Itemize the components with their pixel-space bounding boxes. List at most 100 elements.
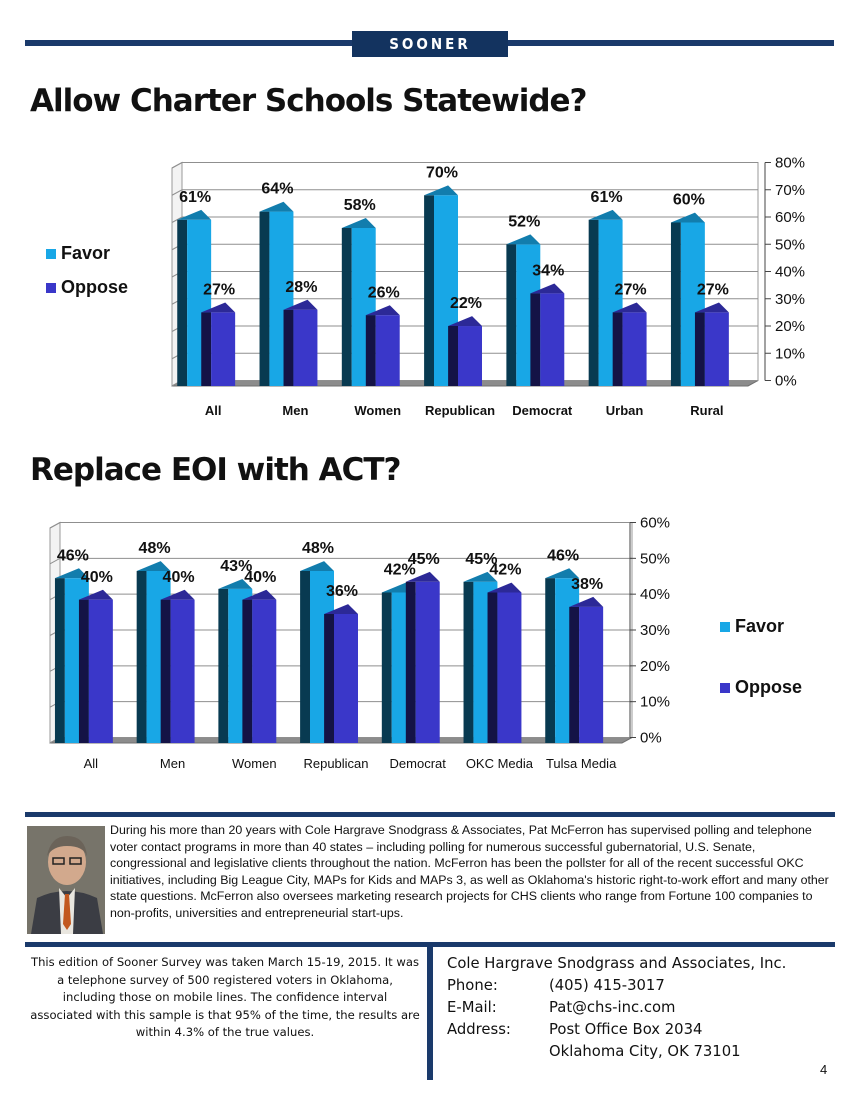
- footer-divider: [427, 947, 433, 1080]
- bar-oppose: [334, 614, 358, 743]
- category-label: Women: [232, 756, 277, 771]
- y-tick-label: 50%: [775, 236, 805, 253]
- data-label-favor: 46%: [57, 547, 89, 564]
- bar-oppose: [704, 312, 729, 386]
- bar-top-favor: [670, 212, 705, 223]
- email-label: E-Mail:: [447, 999, 497, 1016]
- bar-top-favor: [54, 568, 89, 579]
- bar-top-favor: [177, 209, 212, 220]
- gridline: [49, 557, 632, 565]
- data-label-favor: 45%: [465, 551, 497, 568]
- data-label-oppose: 45%: [408, 551, 440, 568]
- bar-side-oppose: [448, 326, 458, 386]
- data-label-favor: 60%: [673, 192, 705, 209]
- header-rule-left: [25, 40, 352, 46]
- data-label-oppose: 26%: [368, 284, 400, 301]
- data-label-favor: 58%: [344, 197, 376, 214]
- y-tick-label: 20%: [640, 658, 670, 675]
- data-label-favor: 48%: [139, 540, 171, 557]
- bar-top-oppose: [160, 589, 195, 600]
- data-label-favor: 43%: [220, 558, 252, 575]
- bar-oppose: [88, 599, 113, 743]
- bar-top-oppose: [612, 302, 647, 313]
- bar-top-oppose: [242, 589, 277, 600]
- bar-top-favor: [136, 561, 171, 571]
- data-label-favor: 48%: [302, 540, 334, 557]
- data-label-favor: 61%: [179, 189, 211, 206]
- legend-label-oppose: Oppose: [61, 277, 128, 297]
- bar-side-oppose: [487, 592, 498, 743]
- legend-swatch-favor: [720, 622, 730, 632]
- data-label-oppose: 34%: [532, 262, 564, 279]
- bar-side-favor: [300, 571, 310, 743]
- bar-side-oppose: [530, 293, 541, 386]
- bar-side-favor: [177, 219, 188, 386]
- category-label: Tulsa Media: [546, 756, 617, 771]
- bar-top-favor: [341, 218, 376, 228]
- phone-value: (405) 415-3017: [549, 977, 665, 994]
- bar-top-oppose: [694, 302, 729, 313]
- bar-oppose: [497, 592, 522, 743]
- category-label: OKC Media: [466, 756, 534, 771]
- bar-top-oppose: [365, 305, 400, 316]
- address-line1: Post Office Box 2034: [549, 1021, 703, 1038]
- brand-banner: SOONER SURVEY: [352, 31, 508, 79]
- bar-side-oppose: [365, 315, 376, 386]
- bar-top-oppose: [324, 604, 358, 614]
- data-label-oppose: 36%: [326, 583, 358, 600]
- bar-oppose: [415, 581, 440, 743]
- email-value: Pat@chs-inc.com: [549, 999, 676, 1016]
- y-tick-label: 70%: [775, 182, 805, 199]
- y-tick-label: 30%: [640, 622, 670, 639]
- contact-email-row: E-Mail: Pat@chs-inc.com: [447, 997, 837, 1019]
- category-label: Democrat: [512, 403, 573, 418]
- y-tick-label: 40%: [640, 586, 670, 603]
- bar-oppose: [170, 599, 195, 743]
- chart1-title: Allow Charter Schools Statewide?: [30, 83, 588, 119]
- bar-top-oppose: [405, 571, 440, 582]
- bar-oppose: [622, 312, 647, 386]
- category-label: Rural: [690, 403, 723, 418]
- bar-side-favor: [341, 227, 352, 386]
- category-label: Republican: [303, 756, 368, 771]
- legend-label-favor: Favor: [61, 243, 110, 263]
- legend-label-favor: Favor: [735, 616, 784, 636]
- chart1-favor-oppose: 0% 10% 20% 30% 40% 50% 60% 70% 80% 61% 27% All 64% 28…: [46, 155, 805, 418]
- category-label: Urban: [606, 403, 644, 418]
- legend-swatch-favor: [46, 249, 56, 259]
- y-tick-label: 10%: [775, 345, 805, 362]
- bar-top-oppose: [487, 582, 522, 593]
- gridline: [171, 189, 758, 196]
- legend-swatch-oppose: [46, 283, 56, 293]
- y-tick-label: 20%: [775, 318, 805, 335]
- data-label-favor: 70%: [426, 164, 458, 181]
- bar-side-favor: [463, 581, 474, 743]
- y-tick-label: 50%: [640, 550, 670, 567]
- bar-side-oppose: [569, 606, 580, 743]
- data-label-oppose: 27%: [203, 282, 235, 299]
- bar-side-favor: [218, 588, 229, 743]
- data-label-favor: 42%: [384, 562, 416, 579]
- data-label-oppose: 40%: [163, 569, 195, 586]
- bar-side-favor: [670, 222, 681, 386]
- category-label: All: [205, 403, 222, 418]
- bar-oppose: [211, 312, 236, 386]
- company-name: Cole Hargrave Snodgrass and Associates, …: [447, 955, 787, 972]
- bar-side-oppose: [160, 599, 171, 743]
- bar-top-favor: [218, 579, 253, 589]
- data-label-favor: 64%: [261, 181, 293, 198]
- bar-side-favor: [506, 244, 517, 386]
- bar-top-favor: [463, 571, 498, 582]
- bar-side-favor: [588, 219, 599, 386]
- gridline: [171, 216, 758, 223]
- y-tick-label: 60%: [775, 209, 805, 226]
- data-label-oppose: 27%: [615, 282, 647, 299]
- contact-phone-row: Phone: (405) 415-3017: [447, 975, 837, 997]
- category-label: All: [84, 756, 99, 771]
- bar-top-favor: [424, 185, 458, 196]
- portrait-illustration: [27, 826, 105, 934]
- page-number: 4: [820, 1062, 828, 1077]
- y-tick-label: 0%: [775, 373, 797, 390]
- data-label-oppose: 28%: [285, 279, 317, 296]
- bar-side-favor: [545, 578, 556, 743]
